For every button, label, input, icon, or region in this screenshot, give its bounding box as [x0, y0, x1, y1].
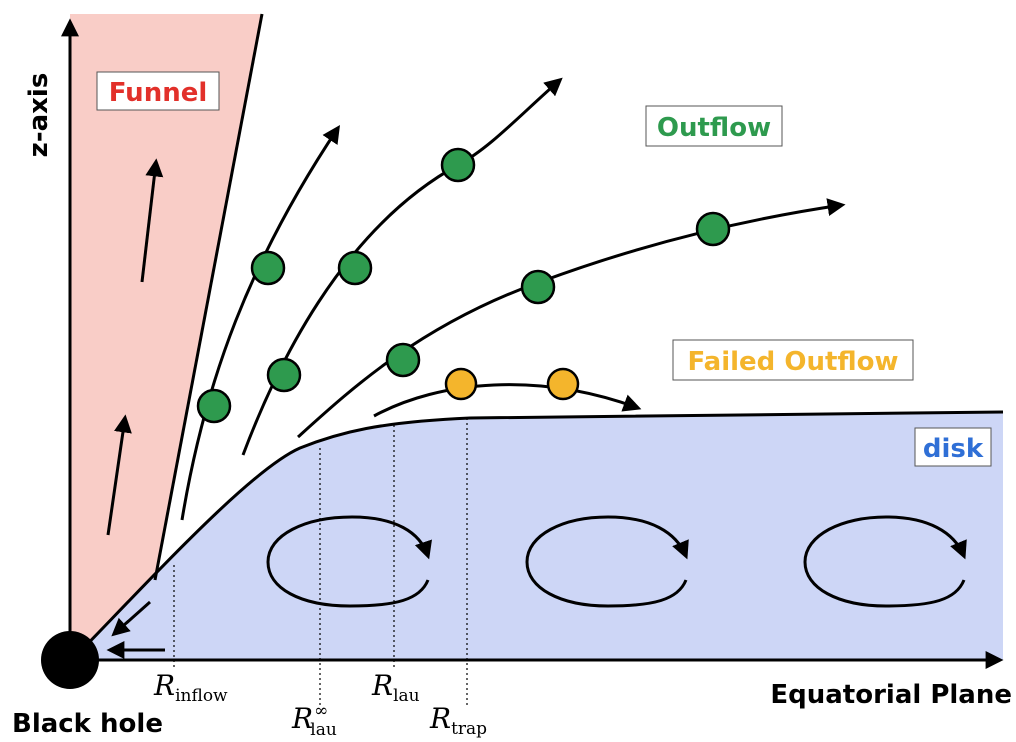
svg-text:Outflow: Outflow	[657, 113, 771, 143]
r-lau-inf-label: R∞ lau	[291, 701, 337, 740]
disk-region	[72, 412, 1003, 660]
outflow-particle	[520, 269, 556, 305]
black-hole	[41, 631, 99, 689]
outflow-label: Outflow	[645, 105, 783, 147]
black-hole-label: Black hole	[12, 709, 163, 739]
r-trap-label: Rtrap	[429, 702, 487, 739]
z-axis-label: z-axis	[24, 73, 54, 158]
outflow-particle	[196, 388, 232, 424]
svg-text:Funnel: Funnel	[109, 78, 208, 108]
circulation-loop-2	[525, 515, 689, 608]
funnel-jet-arrows	[106, 158, 164, 536]
circulation-loop-3	[803, 515, 967, 608]
failed-outflow-particles	[444, 367, 580, 401]
disk-circulation-loops	[266, 515, 967, 608]
disk-label: disk	[914, 427, 992, 467]
funnel-region	[70, 14, 262, 660]
outflow-particles	[196, 147, 731, 424]
failed-particle	[546, 367, 580, 401]
outflow-particle	[385, 342, 421, 378]
radius-markers	[173, 418, 468, 706]
failed-outflow-label: Failed Outflow	[672, 339, 914, 381]
outflow-particle	[695, 211, 731, 247]
outflow-particle	[440, 147, 476, 183]
streamline-2	[241, 77, 563, 456]
disk-surface	[70, 410, 1004, 662]
outflow-particle	[337, 250, 373, 286]
funnel-boundary	[153, 13, 264, 581]
svg-text:disk: disk	[923, 434, 984, 464]
failed-outflow-streamline	[373, 383, 642, 418]
streamline-1	[180, 125, 340, 521]
streamline-3	[296, 198, 846, 439]
failed-particle	[444, 367, 478, 401]
circulation-loop-1	[266, 515, 432, 608]
outflow-particle	[266, 357, 302, 393]
outflow-particle	[250, 250, 286, 286]
r-inflow-label: Rinflow	[153, 669, 228, 706]
r-lau-label: Rlau	[371, 669, 420, 706]
svg-text:Failed Outflow: Failed Outflow	[687, 347, 898, 377]
equatorial-plane-label: Equatorial Plane	[770, 680, 1012, 710]
inflow-arrows	[106, 600, 165, 659]
funnel-label: Funnel	[96, 71, 220, 111]
